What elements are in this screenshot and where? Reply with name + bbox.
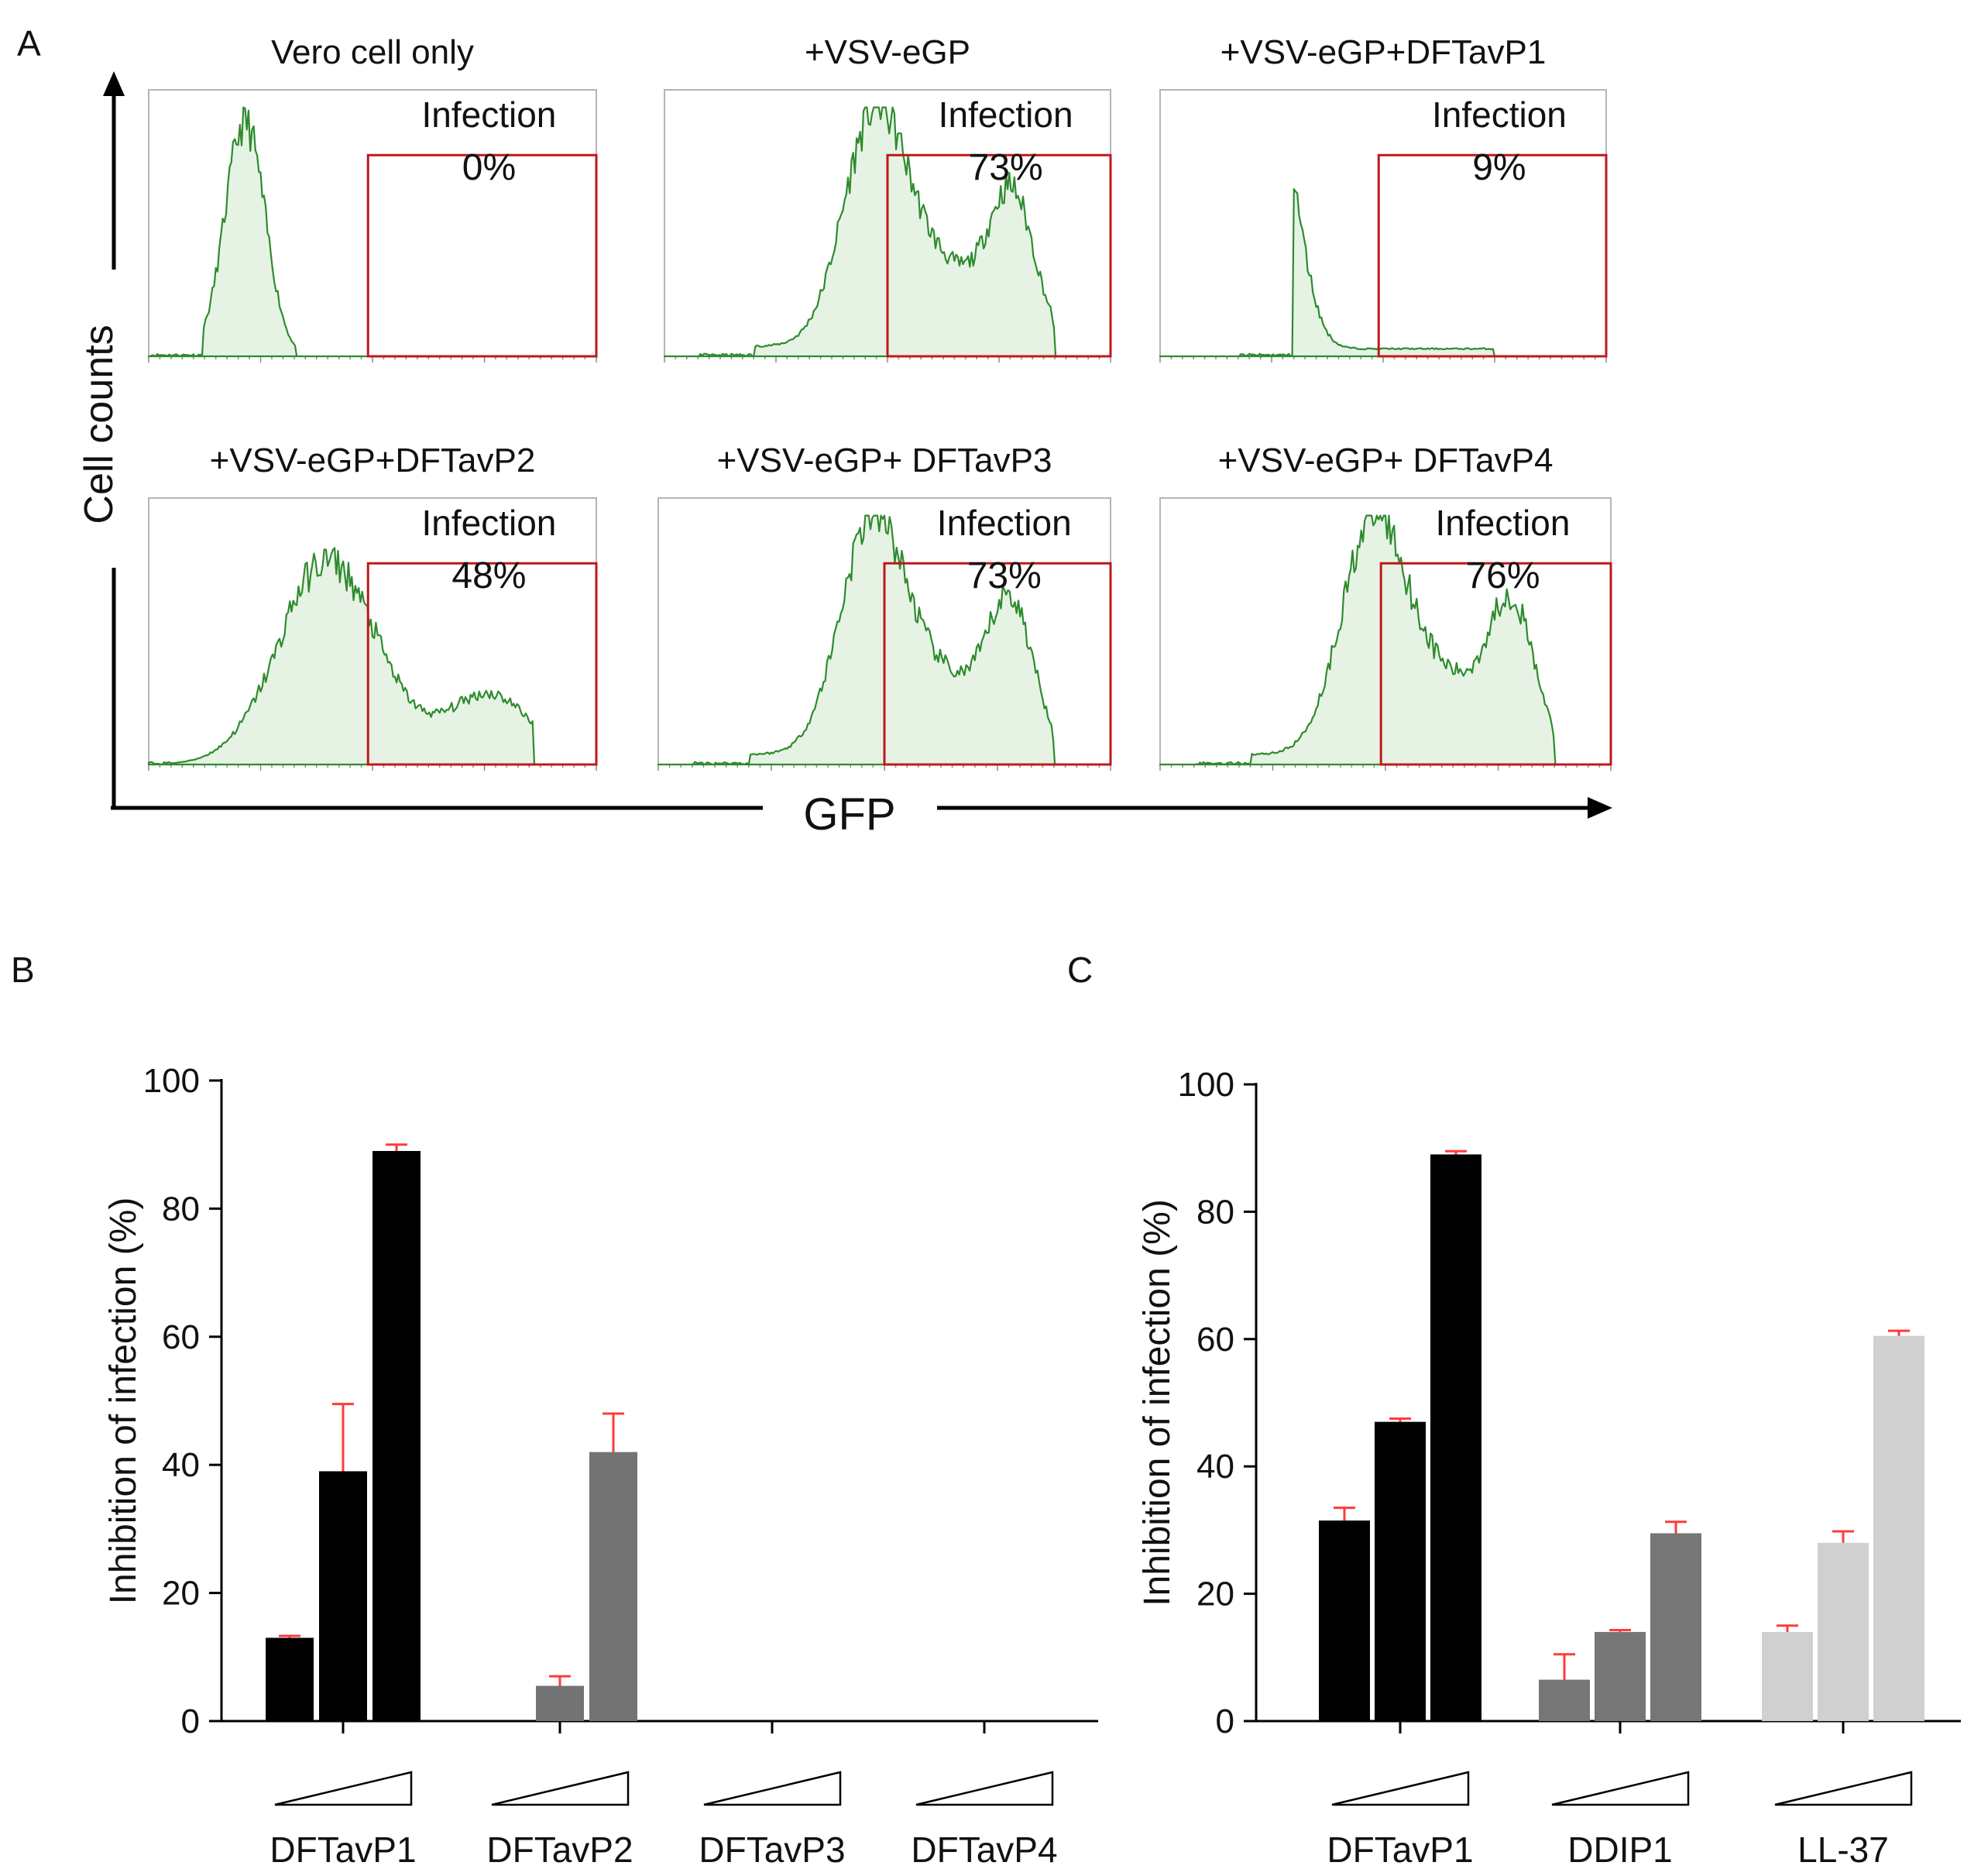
y-axis-label: Cell counts bbox=[77, 325, 122, 524]
gate-label: Infection bbox=[422, 94, 557, 135]
bar bbox=[1319, 1520, 1370, 1721]
panel-letter-c: C bbox=[1067, 950, 1093, 990]
panel-b-bar-chart: 0 20 40 60 80 100 Inhibition of infection (%) D… bbox=[103, 1062, 1098, 1870]
infection-percent: 9% bbox=[1472, 147, 1526, 188]
concentration-triangle bbox=[703, 1771, 842, 1806]
y-tick-label: 60 bbox=[1196, 1321, 1234, 1359]
gate-label: Infection bbox=[1436, 503, 1571, 543]
y-tick-label: 0 bbox=[1216, 1702, 1234, 1740]
gate-label: Infection bbox=[937, 503, 1072, 543]
histogram-title: +VSV-eGP+ DFTavP3 bbox=[717, 442, 1052, 479]
gate-box bbox=[886, 153, 1112, 358]
bar bbox=[1430, 1154, 1481, 1721]
bar bbox=[1818, 1542, 1869, 1721]
y-tick-label: 40 bbox=[1196, 1448, 1234, 1486]
bar bbox=[1762, 1631, 1813, 1721]
gate-label: Infection bbox=[939, 94, 1073, 135]
gate-box bbox=[366, 562, 598, 766]
y-tick-label: 20 bbox=[1196, 1575, 1234, 1613]
bar bbox=[1375, 1421, 1426, 1721]
infection-percent: 76% bbox=[1465, 555, 1540, 596]
histogram-curve bbox=[147, 106, 598, 358]
y-axis-label: Inhibition of infection (%) bbox=[103, 1197, 144, 1605]
histogram-curve bbox=[147, 547, 598, 766]
group-label: DFTavP3 bbox=[699, 1830, 845, 1870]
x-axis-arrowhead bbox=[1588, 797, 1612, 819]
group-label: DFTavP4 bbox=[911, 1830, 1057, 1870]
bar bbox=[589, 1452, 637, 1721]
histogram-title: +VSV-eGP+DFTavP2 bbox=[210, 442, 536, 479]
bar bbox=[536, 1685, 584, 1721]
group-label: DFTavP2 bbox=[486, 1830, 633, 1870]
panel-a-histograms: Vero cell only Infection 0% +VSV-eGP Infecti… bbox=[77, 33, 1612, 840]
gate-box bbox=[366, 153, 598, 358]
y-axis-arrowhead bbox=[103, 71, 125, 96]
group-label: LL-37 bbox=[1797, 1830, 1889, 1870]
infection-percent: 73% bbox=[969, 147, 1043, 188]
gate-label: Infection bbox=[422, 503, 557, 543]
gate-box bbox=[1377, 153, 1608, 358]
y-tick-label: 0 bbox=[181, 1702, 200, 1740]
gate-box bbox=[883, 562, 1112, 766]
infection-percent: 73% bbox=[967, 555, 1042, 596]
x-axis-label: GFP bbox=[803, 789, 895, 840]
group-label: DFTavP1 bbox=[1327, 1830, 1473, 1870]
y-tick-label: 40 bbox=[162, 1446, 200, 1484]
y-tick-label: 60 bbox=[162, 1318, 200, 1356]
histogram-title: +VSV-eGP bbox=[805, 33, 970, 71]
gate-box bbox=[1379, 562, 1612, 766]
panel-letter-b: B bbox=[11, 950, 35, 990]
y-axis-label: Inhibition of infection (%) bbox=[1137, 1199, 1178, 1606]
panel-letter-a: A bbox=[17, 23, 41, 64]
group-label: DDIP1 bbox=[1567, 1830, 1672, 1870]
concentration-triangle bbox=[1774, 1771, 1913, 1806]
bar bbox=[1650, 1533, 1701, 1721]
concentration-triangle bbox=[1331, 1771, 1470, 1806]
histogram-title: +VSV-eGP+ DFTavP4 bbox=[1218, 442, 1554, 479]
infection-percent: 0% bbox=[462, 147, 516, 188]
y-tick-label: 80 bbox=[1196, 1193, 1234, 1231]
histogram-title: +VSV-eGP+DFTavP1 bbox=[1221, 33, 1547, 71]
histogram-curve bbox=[1159, 514, 1612, 766]
y-tick-label: 20 bbox=[162, 1575, 200, 1613]
bar bbox=[1539, 1679, 1590, 1721]
bar bbox=[266, 1637, 314, 1721]
y-tick-label: 100 bbox=[143, 1062, 200, 1100]
group-label: DFTavP1 bbox=[270, 1830, 416, 1870]
histogram-title: Vero cell only bbox=[271, 33, 474, 71]
concentration-triangle bbox=[915, 1771, 1054, 1806]
concentration-triangle bbox=[1551, 1771, 1690, 1806]
histogram-curve bbox=[1159, 187, 1608, 358]
y-tick-label: 80 bbox=[162, 1190, 200, 1228]
concentration-triangle bbox=[274, 1771, 413, 1806]
y-tick-label: 100 bbox=[1178, 1066, 1234, 1104]
bar bbox=[1873, 1335, 1924, 1721]
bar bbox=[373, 1150, 421, 1721]
bar bbox=[319, 1471, 367, 1721]
panel-c-bar-chart: 0 20 40 60 80 100 Inhibition of infection (%) D… bbox=[1137, 1066, 1961, 1870]
infection-percent: 48% bbox=[451, 555, 526, 596]
bar bbox=[1595, 1631, 1646, 1721]
gate-label: Infection bbox=[1432, 94, 1567, 135]
concentration-triangle bbox=[491, 1771, 630, 1806]
